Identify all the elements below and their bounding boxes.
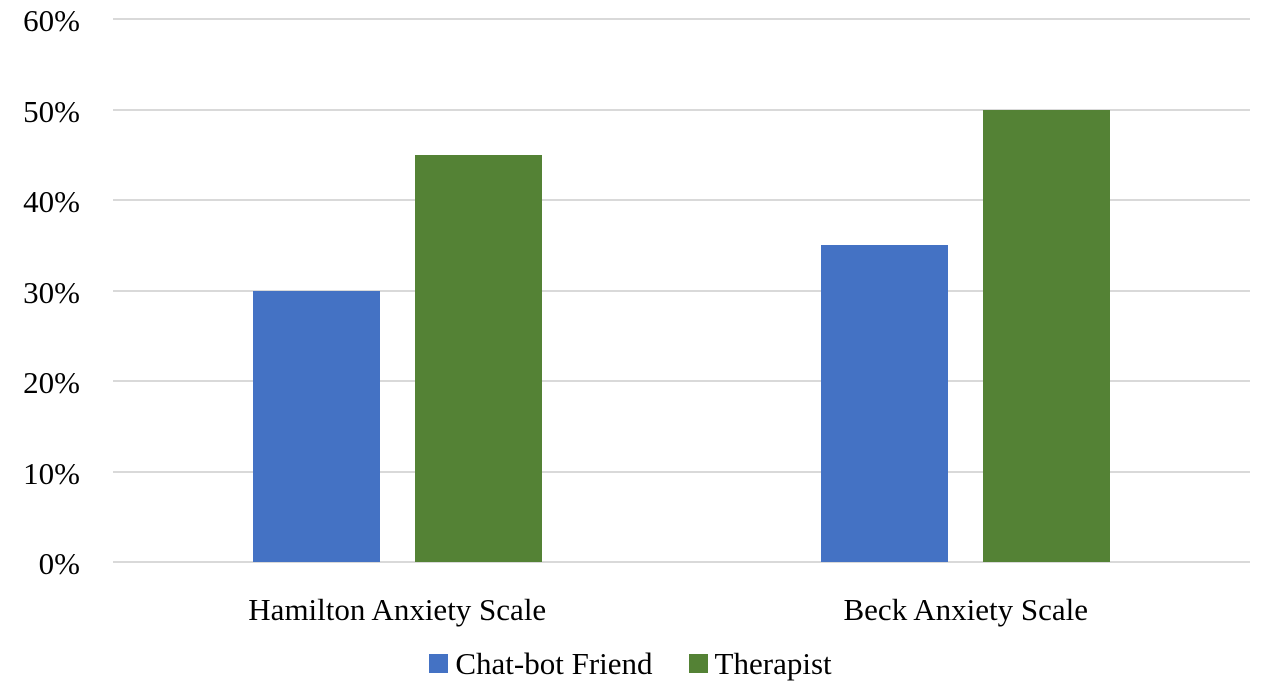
gridline [113,380,1250,382]
bar-therapist-0 [414,154,542,562]
gridline [113,18,1250,20]
legend-item: Chat-bot Friend [429,646,653,681]
bar-therapist-1 [983,109,1111,562]
x-tick-label: Hamilton Anxiety Scale [248,592,547,627]
y-tick-label: 60% [23,3,80,38]
gridline [113,199,1250,201]
bar-chat-bot-friend-1 [821,245,949,562]
legend-swatch-icon [429,654,449,673]
y-tick-label: 30% [23,274,80,310]
y-tick-label: 50% [23,93,80,129]
bar-chat-bot-friend-0 [252,290,380,562]
x-tick-label: Beck Anxiety Scale [843,592,1089,627]
gridline [113,470,1250,473]
gridline [113,108,1250,111]
y-tick-label: 0% [38,546,80,581]
legend-label: Chat-bot Friend [455,646,653,681]
gridline [113,289,1250,292]
y-tick-label: 20% [23,365,80,400]
y-tick-label: 10% [23,455,80,491]
y-tick-label: 40% [23,184,80,219]
legend-swatch-icon [688,654,708,673]
legend-item: Therapist [688,646,832,681]
gridline [113,561,1250,563]
legend: Chat-bot Friend Therapist [0,648,1261,679]
legend-label: Therapist [714,646,832,681]
